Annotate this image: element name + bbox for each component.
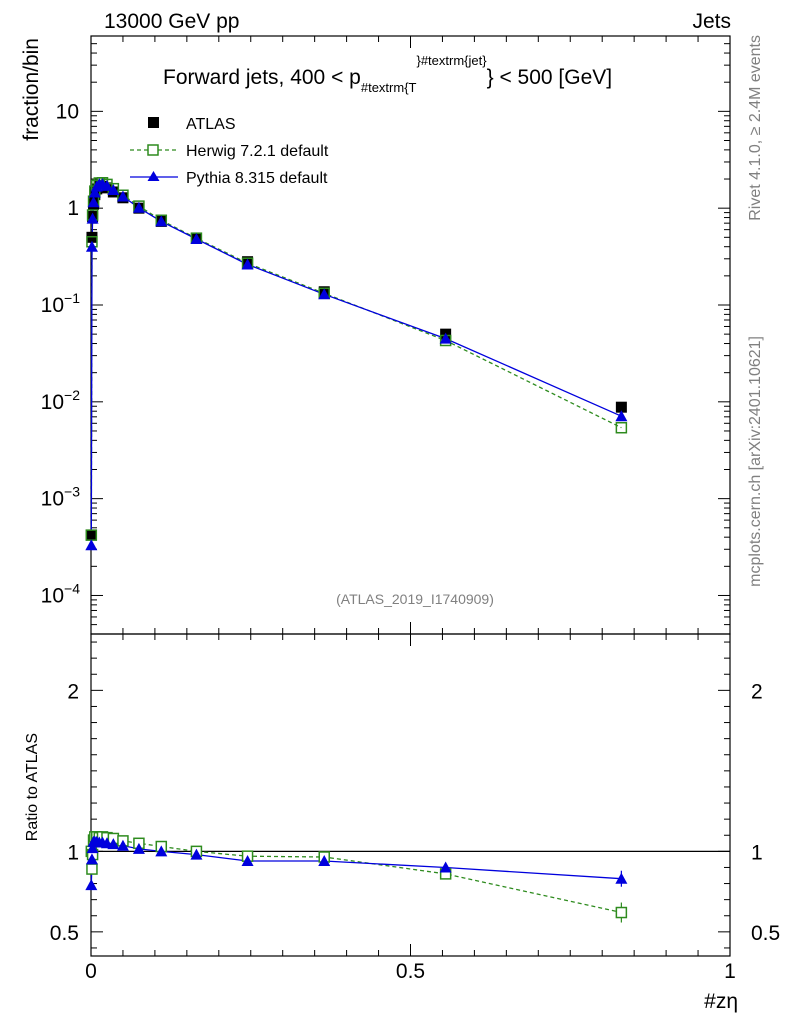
x-axis-title: #zη	[704, 990, 738, 1013]
main-y-tick-label: 10−3	[41, 484, 81, 511]
main-y-tick-exponent: −4	[64, 580, 80, 596]
ratio-axis-ticks	[90, 634, 731, 956]
pythia-point	[615, 410, 628, 422]
x-tick-label: 0	[85, 960, 97, 983]
ratio-y-tick-label-right: 0.5	[751, 922, 780, 945]
main-y-tick-label: 10−2	[41, 387, 81, 414]
pythia-ratio-point	[86, 842, 99, 854]
x-tick-label: 1	[724, 960, 736, 983]
main-y-tick-label: 10−1	[41, 290, 81, 317]
x-tick-label: 0.5	[396, 960, 425, 983]
pythia-point	[87, 196, 100, 208]
ratio-y-tick-label-left: 1	[67, 841, 79, 864]
pythia-ratio-point	[190, 848, 203, 860]
pythia-point	[318, 288, 331, 300]
main-axis-ticks	[90, 35, 731, 635]
main-y-tick-base: 10	[41, 294, 64, 317]
pythia-ratio-point	[85, 879, 98, 891]
main-y-tick-exponent: −2	[64, 387, 80, 403]
pythia-ratio-point	[241, 855, 254, 867]
main-y-tick-exponent: −1	[64, 290, 80, 306]
legend-herwig-marker	[147, 144, 159, 156]
pythia-point	[107, 184, 120, 196]
pythia-point	[88, 186, 101, 198]
rivet-version-label: Rivet 4.1.0, ≥ 2.4M events	[747, 35, 764, 221]
legend: ATLAS Herwig 7.2.1 default Pythia 8.315 …	[130, 116, 329, 187]
atlas-point	[615, 401, 627, 413]
pythia-ratio-point	[318, 855, 331, 867]
main-y-tick-base: 10	[41, 584, 64, 607]
pythia-ratio-point	[85, 853, 98, 865]
atlas-point	[85, 529, 97, 541]
herwig-ratio-point	[86, 863, 98, 875]
header-category: Jets	[692, 10, 731, 33]
main-y-tick-base: 1	[67, 197, 79, 220]
pythia-ratio-point	[132, 842, 145, 854]
main-y-tick-label: 10−4	[41, 580, 81, 607]
legend-pythia-label: Pythia 8.315 default	[186, 170, 328, 187]
pythia-point	[116, 190, 129, 202]
plot-title-tail: } < 500 [GeV]	[487, 66, 613, 89]
ratio-series-group	[85, 831, 628, 923]
pythia-point	[132, 201, 145, 213]
plot-title-main: Forward jets, 400 < p	[163, 66, 361, 89]
main-y-tick-exponent: −3	[64, 484, 80, 500]
pythia-point	[85, 539, 98, 551]
ratio-y-tick-label-right: 2	[751, 680, 763, 703]
x-tick-labels: 0 0.5 1	[85, 960, 736, 983]
pythia-point	[439, 332, 452, 344]
pythia-ratio-point	[439, 861, 452, 873]
legend-pythia-marker	[147, 171, 160, 181]
pythia-point	[86, 212, 99, 224]
herwig-main-line	[90, 182, 622, 536]
main-y-tick-label: 10	[56, 100, 79, 123]
main-series-group	[85, 177, 628, 551]
pythia-point	[85, 240, 98, 252]
mcplots-label: mcplots.cern.ch [arXiv:2401.10621]	[747, 336, 764, 587]
legend-atlas-label: ATLAS	[186, 116, 236, 133]
main-y-tick-label: 1	[67, 197, 79, 220]
pythia-point	[100, 179, 113, 191]
main-y-tick-base: 10	[56, 100, 79, 123]
pythia-ratio-point	[107, 838, 120, 850]
pythia-ratio-point	[615, 872, 628, 884]
ratio-y-tick-label-left: 2	[67, 680, 79, 703]
analysis-watermark: (ATLAS_2019_I1740909)	[336, 591, 494, 607]
ratio-y-axis-title: Ratio to ATLAS	[24, 733, 41, 841]
legend-herwig-label: Herwig 7.2.1 default	[186, 143, 329, 160]
pythia-point	[241, 258, 254, 270]
pythia-ratio-point	[116, 839, 129, 851]
ratio-y-tick-label-left: 0.5	[50, 922, 79, 945]
herwig-ratio-point	[615, 906, 628, 919]
main-y-tick-base: 10	[41, 488, 64, 511]
ratio-y-tick-labels: 0.5 0.5 1 1 2 2	[50, 680, 780, 945]
pythia-main-line	[90, 183, 622, 546]
pythia-point	[155, 215, 168, 227]
pythia-point	[190, 233, 203, 245]
legend-atlas-marker	[148, 117, 159, 128]
header-energy: 13000 GeV pp	[104, 10, 239, 33]
plot-title-subscript: #textrm{T	[361, 80, 417, 95]
ratio-panel-frame	[90, 633, 731, 957]
plot-title: Forward jets, 400 < p#textrm{T }#textrm{j…	[163, 53, 612, 95]
pythia-ratio-point	[155, 845, 168, 857]
ratio-y-tick-label-right: 1	[751, 841, 763, 864]
herwig-point	[615, 421, 628, 434]
main-y-tick-base: 10	[41, 391, 64, 414]
plot-title-superscript: }#textrm{jet}	[416, 53, 487, 68]
herwig-ratio-line	[90, 836, 622, 914]
main-y-axis-title: fraction/bin	[20, 38, 43, 141]
